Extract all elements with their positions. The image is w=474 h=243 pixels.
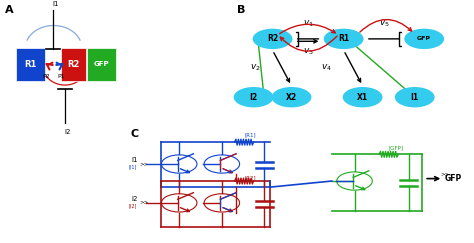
Text: P1: P1: [57, 74, 64, 79]
Text: R2: R2: [67, 60, 80, 69]
Text: I1: I1: [52, 1, 59, 7]
Circle shape: [404, 29, 444, 49]
Text: A: A: [5, 5, 13, 15]
Text: R1: R1: [338, 34, 349, 43]
Text: I2: I2: [249, 93, 258, 102]
FancyBboxPatch shape: [16, 48, 46, 81]
Text: GFP: GFP: [444, 174, 461, 183]
Text: R2: R2: [267, 34, 278, 43]
Text: [R1]: [R1]: [245, 132, 256, 137]
Text: I2: I2: [64, 129, 71, 135]
Text: X1: X1: [357, 93, 368, 102]
Text: GFP: GFP: [417, 36, 431, 41]
Text: R1: R1: [25, 60, 37, 69]
Text: >>: >>: [441, 172, 450, 177]
Text: [R2]: [R2]: [245, 175, 256, 180]
Text: I1: I1: [410, 93, 419, 102]
Text: $v_4$: $v_4$: [321, 63, 332, 73]
Text: $v_2$: $v_2$: [250, 63, 261, 73]
Circle shape: [395, 87, 435, 107]
Text: I2: I2: [131, 196, 137, 202]
Circle shape: [324, 29, 364, 49]
Circle shape: [343, 87, 383, 107]
Circle shape: [234, 87, 273, 107]
Text: B: B: [237, 5, 246, 15]
Circle shape: [253, 29, 292, 49]
Text: $v_5$: $v_5$: [379, 19, 389, 29]
Text: I1: I1: [131, 157, 137, 163]
Circle shape: [272, 87, 311, 107]
Text: $v_3$: $v_3$: [303, 47, 313, 57]
Text: X2: X2: [286, 93, 297, 102]
Text: $v_1$: $v_1$: [303, 19, 313, 29]
Text: P2: P2: [43, 74, 50, 79]
FancyBboxPatch shape: [87, 48, 117, 81]
Text: >>: >>: [140, 161, 149, 166]
Text: [I1]: [I1]: [129, 165, 137, 169]
Text: GFP: GFP: [94, 61, 109, 67]
Text: C: C: [130, 129, 138, 139]
Text: [I2]: [I2]: [129, 203, 137, 208]
Text: >>: >>: [140, 200, 149, 205]
Text: [GFP]: [GFP]: [388, 145, 403, 150]
FancyBboxPatch shape: [62, 48, 85, 81]
